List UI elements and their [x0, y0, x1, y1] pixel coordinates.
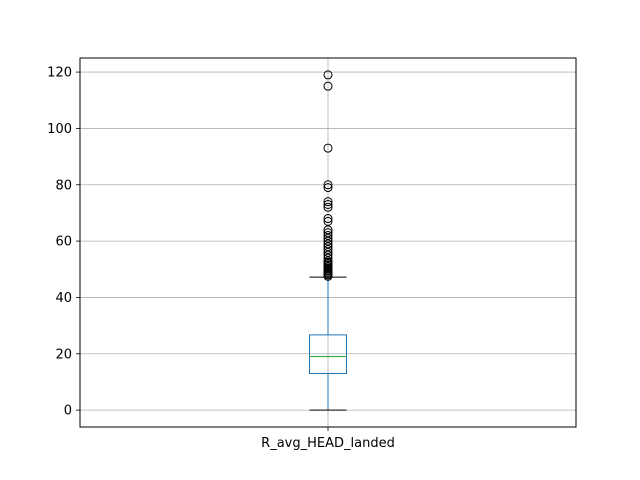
y-tick-label: 20: [55, 347, 72, 362]
y-tick-label: 80: [55, 178, 72, 193]
outlier-point: [323, 230, 333, 240]
x-axis-ticks: R_avg_HEAD_landed: [261, 427, 395, 451]
y-tick-label: 100: [47, 122, 72, 137]
y-axis-ticks: 0 20 40 60 80 100 120: [47, 66, 80, 419]
outlier-point: [323, 183, 333, 193]
outlier-point: [323, 143, 333, 153]
outlier-point: [323, 197, 333, 207]
outlier-point: [323, 228, 333, 238]
iqr-box: [309, 334, 347, 374]
outlier-point: [323, 81, 333, 91]
y-tick-label: 120: [47, 66, 72, 81]
y-tick-label: 0: [64, 404, 72, 419]
y-tick-label: 60: [55, 235, 72, 250]
outlier-point: [323, 214, 333, 224]
outlier-point: [323, 180, 333, 190]
outlier-point: [323, 199, 333, 209]
y-tick-label: 40: [55, 291, 72, 306]
box-plot: [309, 70, 347, 411]
x-tick-label: R_avg_HEAD_landed: [261, 436, 395, 451]
outlier-point: [323, 70, 333, 80]
outlier-point: [323, 202, 333, 212]
outlier-point: [323, 216, 333, 226]
